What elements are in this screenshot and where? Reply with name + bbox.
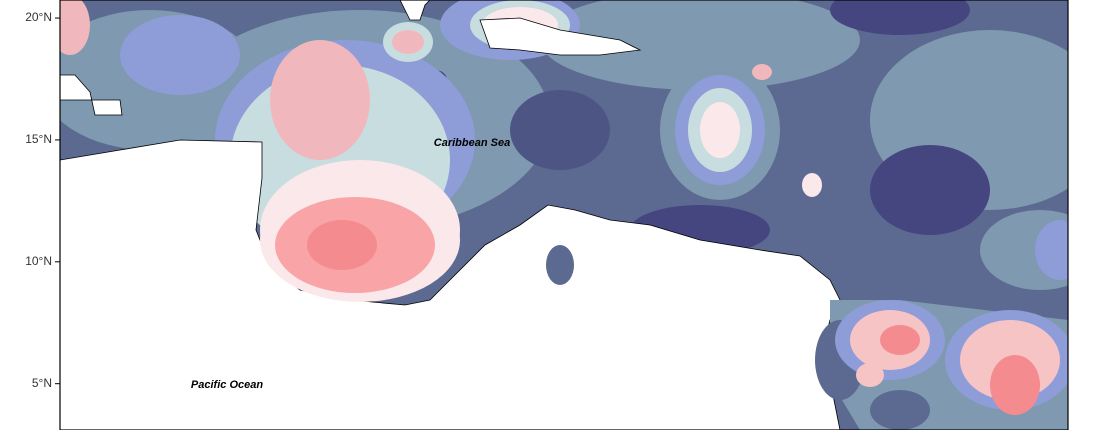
- lat-axis: 20°N 15°N 10°N 5°N: [25, 10, 60, 390]
- y-tick-label: 5°N: [32, 376, 52, 390]
- ocean-label: Caribbean Sea: [434, 137, 510, 149]
- y-tick-label: 10°N: [25, 254, 52, 268]
- land: [60, 0, 841, 430]
- ocean-label: Pacific Ocean: [191, 379, 263, 391]
- contour-field-land: [260, 178, 1068, 430]
- y-tick-label: 20°N: [25, 10, 52, 24]
- y-tick-label: 15°N: [25, 132, 52, 146]
